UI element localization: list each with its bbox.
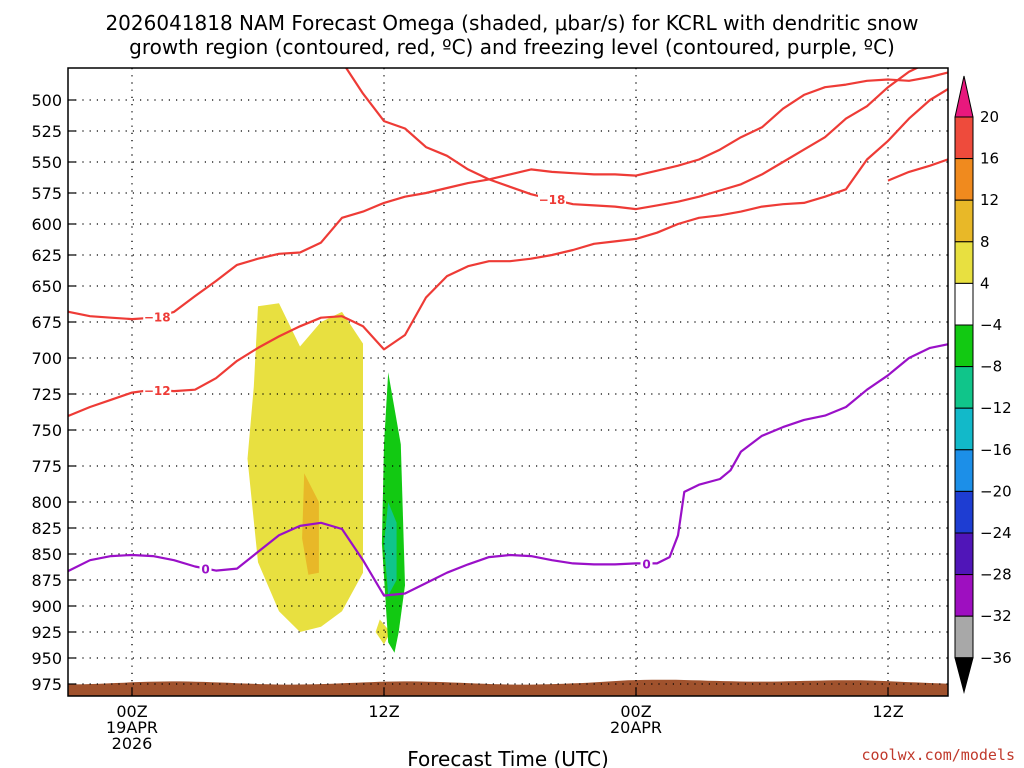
ytick-label-550: 550 <box>31 153 62 172</box>
ytick-label-600: 600 <box>31 215 62 234</box>
contour-label-4-0: 0 <box>201 563 209 577</box>
colorbar-bin-12 <box>954 615 974 659</box>
ytick-label-750: 750 <box>31 421 62 440</box>
contour-label-2-0: −12 <box>144 384 171 398</box>
colorbar-bin-8 <box>954 449 974 492</box>
colorbar-label-1: 16 <box>980 150 999 168</box>
contour-label-bg-0-0 <box>538 192 566 207</box>
colorbar-bin-7 <box>954 407 974 451</box>
colorbar-label-7: −12 <box>980 399 1012 417</box>
contour-line-2 <box>68 87 948 417</box>
contour-line-4 <box>68 343 948 597</box>
colorbar-label-4: 4 <box>980 274 990 292</box>
ytick-label-725: 725 <box>31 385 62 404</box>
colorbar-label-9: −20 <box>980 482 1012 500</box>
colorbar-label-2: 12 <box>980 191 999 209</box>
plot-frame <box>67 67 949 697</box>
colorbar-bin-11 <box>954 574 974 617</box>
colorbar-label-8: −16 <box>980 441 1012 459</box>
ytick-label-975: 975 <box>31 675 62 694</box>
ytick-label-875: 875 <box>31 571 62 590</box>
contour-label-bg-2-0 <box>143 382 172 397</box>
xtick-label-24-0: 00Z <box>620 702 651 721</box>
ytick-label-500: 500 <box>31 91 62 110</box>
contour-label-bg-4-1 <box>640 556 653 571</box>
omega-region-4 <box>384 502 397 596</box>
terrain-surface <box>68 678 948 696</box>
colorbar-label-11: −28 <box>980 566 1012 584</box>
contour-line-1 <box>68 71 948 321</box>
colorbar-bin-3 <box>954 241 974 284</box>
contour-labels: −18 −18 −12 0 0 <box>143 192 653 577</box>
contour-label-0-0: −18 <box>539 193 566 207</box>
chart-title-line1: 2026041818 NAM Forecast Omega (shaded, μ… <box>105 11 918 35</box>
terrain-band <box>68 678 948 696</box>
ytick-label-700: 700 <box>31 349 62 368</box>
colorbar-bin-2 <box>954 199 974 243</box>
omega-region-2 <box>375 619 391 645</box>
contour-label-1-0: −18 <box>144 311 171 325</box>
omega-region-0 <box>247 303 363 632</box>
contour-label-bg-4-0 <box>199 561 212 576</box>
xtick-label-36-0: 12Z <box>872 702 903 721</box>
pressure-gridlines <box>68 68 948 696</box>
xtick-label-0-2: 2026 <box>112 734 153 753</box>
colorbar-bin-6 <box>954 366 974 409</box>
omega-region-3 <box>381 372 405 653</box>
ytick-label-625: 625 <box>31 246 62 265</box>
colorbar-label-3: 8 <box>980 233 990 251</box>
contour-label-4-1: 0 <box>642 557 650 571</box>
colorbar-top-arrow <box>954 75 974 118</box>
colorbar-label-10: −24 <box>980 524 1012 542</box>
ytick-label-650: 650 <box>31 277 62 296</box>
ytick-label-900: 900 <box>31 597 62 616</box>
omega-shading <box>247 303 405 653</box>
xtick-label-24-1: 20APR <box>610 718 662 737</box>
colorbar-bin-1 <box>954 158 974 201</box>
x-axis-label: Forecast Time (UTC) <box>407 747 609 768</box>
ytick-label-950: 950 <box>31 649 62 668</box>
colorbar-bin-4 <box>954 282 974 326</box>
ytick-label-800: 800 <box>31 493 62 512</box>
ytick-label-675: 675 <box>31 313 62 332</box>
pressure-axis: 500 525 550 575 600 625 650 675 700 725 750 775 800 8… <box>31 91 76 694</box>
contour-line-0 <box>344 68 920 211</box>
contour-label-bg-1-0 <box>143 309 172 324</box>
ytick-label-825: 825 <box>31 519 62 538</box>
colorbar-label-5: −4 <box>980 316 1002 334</box>
colorbar-label-12: −32 <box>980 607 1012 625</box>
colorbar-bottom-arrow <box>954 657 974 694</box>
colorbar-bin-5 <box>954 324 974 368</box>
chart-title-line2: growth region (contoured, red, ºC) and f… <box>129 35 895 59</box>
credit-text: coolwx.com/models <box>861 746 1015 764</box>
colorbar-label-0: 20 <box>980 108 999 126</box>
colorbar-label-13: −36 <box>980 649 1012 667</box>
colorbar-bin-10 <box>954 532 974 576</box>
colorbar-label-6: −8 <box>980 358 1002 376</box>
ytick-label-775: 775 <box>31 457 62 476</box>
colorbar-bin-9 <box>954 490 974 534</box>
colorbar-bin-0 <box>954 116 974 160</box>
xtick-label-0-1: 19APR <box>106 718 158 737</box>
ytick-label-525: 525 <box>31 122 62 141</box>
temperature-contours <box>68 68 948 597</box>
ytick-label-575: 575 <box>31 184 62 203</box>
ytick-label-925: 925 <box>31 623 62 642</box>
ytick-label-850: 850 <box>31 545 62 564</box>
xtick-label-0-0: 00Z <box>116 702 147 721</box>
xtick-label-12-0: 12Z <box>368 702 399 721</box>
colorbar: 20 16 12 8 4 −4 −8 −12 −16 −20 −24 −28 −32 −36 <box>954 75 1012 694</box>
